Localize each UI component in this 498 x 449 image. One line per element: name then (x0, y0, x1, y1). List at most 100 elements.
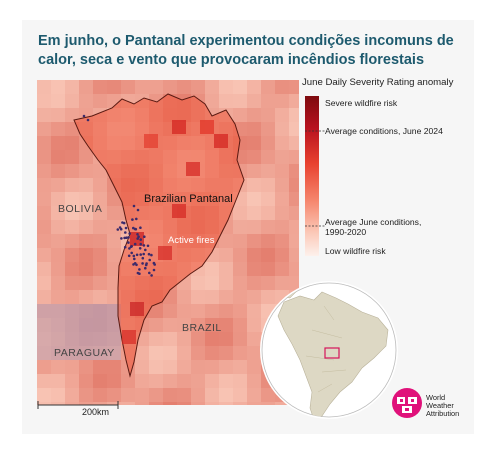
grid-cell (261, 122, 275, 136)
grid-cell (135, 80, 149, 94)
grid-cell (51, 220, 65, 234)
grid-cell (289, 80, 299, 94)
grid-cell (93, 402, 107, 405)
grid-cell (37, 388, 51, 402)
grid-cell (37, 80, 51, 94)
grid-cell (289, 136, 299, 150)
fire-point (139, 238, 142, 241)
grid-cell (275, 108, 289, 122)
grid-cell (247, 318, 261, 332)
grid-cell (107, 234, 121, 248)
grid-cell (289, 234, 299, 248)
grid-cell (93, 318, 107, 332)
grid-cell (261, 234, 275, 248)
grid-cell (93, 234, 107, 248)
fire-point (123, 236, 126, 240)
grid-cell (51, 304, 65, 318)
grid-cell (233, 94, 247, 108)
grid-cell (233, 374, 247, 388)
grid-cell (93, 388, 107, 402)
grid-cell (65, 178, 79, 192)
grid-cell (261, 108, 275, 122)
fire-point (118, 226, 122, 229)
grid-cell (247, 150, 261, 164)
grid-cell (247, 192, 261, 206)
grid-cell (51, 388, 65, 402)
grid-cell (233, 360, 247, 374)
grid-cell (65, 360, 79, 374)
grid-cell (107, 332, 121, 346)
grid-cell (79, 388, 93, 402)
grid-cell (107, 262, 121, 276)
fire-point (135, 253, 139, 257)
grid-cell (205, 332, 219, 346)
fire-point (136, 237, 139, 240)
grid-cell (65, 150, 79, 164)
grid-cell (107, 388, 121, 402)
grid-cell (51, 290, 65, 304)
fire-point (121, 221, 124, 224)
grid-cell (51, 80, 65, 94)
fire-point (136, 233, 139, 236)
grid-cell (247, 206, 261, 220)
grid-cell (79, 346, 93, 360)
grid-cell (37, 136, 51, 150)
fire-point (130, 251, 133, 255)
grid-cell (93, 360, 107, 374)
grid-cell (275, 136, 289, 150)
grid-cell (79, 290, 93, 304)
grid-cell (37, 276, 51, 290)
grid-cell (163, 388, 177, 402)
grid-cell (93, 262, 107, 276)
grid-cell (219, 304, 233, 318)
grid-cell (65, 248, 79, 262)
grid-cell (275, 248, 289, 262)
grid-cell (233, 108, 247, 122)
grid-cell (79, 192, 93, 206)
grid-cell (219, 290, 233, 304)
pantanal-label: Brazilian Pantanal (144, 193, 233, 205)
grid-cell (79, 360, 93, 374)
grid-cell (219, 374, 233, 388)
fire-point (144, 248, 147, 252)
grid-cell (65, 192, 79, 206)
globe-inset (260, 281, 398, 419)
grid-cell (233, 318, 247, 332)
fire-point (141, 262, 144, 265)
grid-cell (205, 318, 219, 332)
grid-cell (275, 234, 289, 248)
grid-cell (247, 346, 261, 360)
fire-point (144, 263, 148, 267)
grid-cell (79, 374, 93, 388)
grid-cell (177, 304, 191, 318)
grid-cell (247, 360, 261, 374)
grid-cell (37, 150, 51, 164)
grid-cell (79, 80, 93, 94)
grid-cell (275, 276, 289, 290)
grid-cell (275, 220, 289, 234)
grid-cell (247, 164, 261, 178)
grid-cell (219, 332, 233, 346)
grid-cell (65, 164, 79, 178)
grid-cell (247, 388, 261, 402)
fire-point (153, 263, 156, 266)
grid-cell (65, 290, 79, 304)
grid-cell (37, 122, 51, 136)
grid-cell (261, 192, 275, 206)
grid-cell (149, 304, 163, 318)
legend-label-2024: Average conditions, June 2024 (325, 126, 443, 136)
grid-cell (107, 206, 121, 220)
infographic-card: Brazilian Pantanal Active fires BOLIVIA … (22, 20, 474, 434)
grid-cell (289, 248, 299, 262)
grid-cell (79, 94, 93, 108)
grid-cell (261, 388, 275, 402)
grid-cell (93, 290, 107, 304)
grid-cell (191, 290, 205, 304)
grid-cell (275, 178, 289, 192)
grid-cell (289, 164, 299, 178)
grid-cell (51, 108, 65, 122)
grid-cell (289, 150, 299, 164)
grid-cell (51, 332, 65, 346)
grid-cell (219, 80, 233, 94)
fire-point (133, 262, 137, 265)
